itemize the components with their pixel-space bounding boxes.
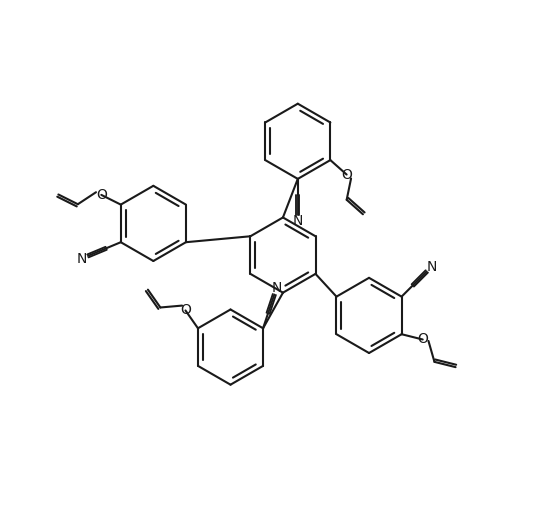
Text: O: O <box>96 188 107 202</box>
Text: O: O <box>417 333 428 347</box>
Text: O: O <box>341 167 352 181</box>
Text: O: O <box>180 303 191 317</box>
Text: N: N <box>76 252 87 266</box>
Text: N: N <box>292 214 303 229</box>
Text: N: N <box>271 281 282 295</box>
Text: N: N <box>427 259 437 274</box>
